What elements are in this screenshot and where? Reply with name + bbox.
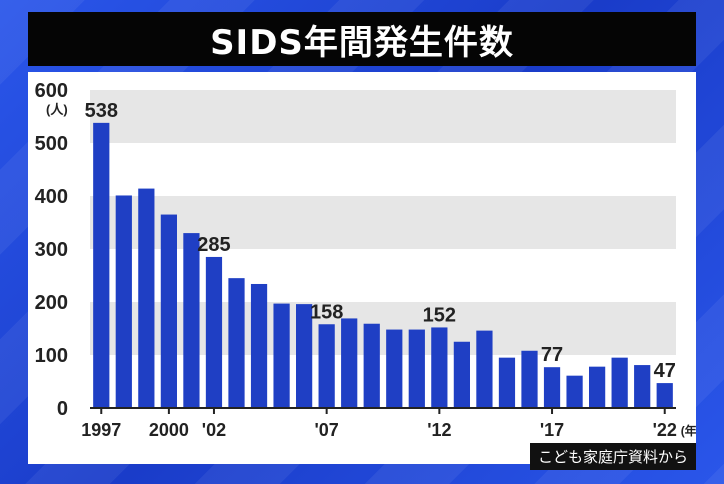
bar: [611, 357, 628, 408]
x-tick-label: 1997: [81, 420, 121, 440]
bar: [273, 303, 290, 408]
bar: [408, 329, 425, 408]
chart-title: SIDS年間発生件数: [210, 22, 514, 63]
data-label: 285: [197, 234, 230, 256]
grid-band: [90, 302, 676, 355]
y-tick-label: 600: [35, 80, 68, 102]
bar: [318, 324, 335, 408]
y-unit-label: (人): [46, 102, 68, 117]
bar: [183, 233, 200, 408]
grid-band: [90, 196, 676, 249]
bar: [656, 383, 673, 408]
chart-panel: 0 100 200 300 400 500 600 (人) 1997 2000 '02 '07 '12 '…: [28, 72, 701, 464]
x-tick-label: '22: [653, 420, 677, 440]
x-tick-label: '12: [427, 420, 451, 440]
bar: [589, 366, 606, 408]
y-tick-label: 100: [35, 345, 68, 367]
y-tick-label: 300: [35, 239, 68, 261]
data-label: 158: [310, 301, 343, 323]
source-caption: こども家庭庁資料から: [529, 443, 696, 470]
bar: [543, 367, 561, 408]
x-tick-label: '17: [540, 420, 564, 440]
bar: [386, 329, 403, 408]
bar: [431, 327, 448, 408]
bar: [296, 304, 313, 408]
bar: [138, 188, 155, 408]
y-tick-label: 200: [35, 292, 68, 314]
title-bar: SIDS年間発生件数: [28, 12, 696, 66]
y-tick-label: 0: [57, 398, 68, 420]
bar: [341, 318, 358, 408]
data-label: 152: [423, 304, 456, 326]
bar: [160, 214, 177, 408]
bar: [363, 323, 380, 408]
x-tick-label: '02: [202, 420, 226, 440]
bar: [566, 375, 583, 408]
bar: [228, 278, 245, 408]
grid-band: [90, 90, 676, 143]
bar: [205, 256, 223, 408]
data-label: 538: [85, 100, 118, 122]
x-unit-label: (年): [681, 423, 696, 438]
data-label: 47: [654, 360, 676, 382]
x-tick-label: 2000: [149, 420, 189, 440]
y-tick-label: 500: [35, 133, 68, 155]
bar: [521, 350, 538, 408]
bar: [453, 341, 470, 408]
data-label: 77: [541, 344, 563, 366]
bar: [634, 365, 651, 408]
y-tick-label: 400: [35, 186, 68, 208]
bar: [476, 330, 493, 408]
bar: [498, 357, 516, 408]
bar: [115, 195, 132, 408]
bar: [250, 283, 268, 408]
bar: [93, 122, 110, 409]
bar-chart: 0 100 200 300 400 500 600(人) 1997 2000 '02 '07 '12 '…: [35, 80, 701, 440]
x-tick-label: '07: [314, 420, 338, 440]
